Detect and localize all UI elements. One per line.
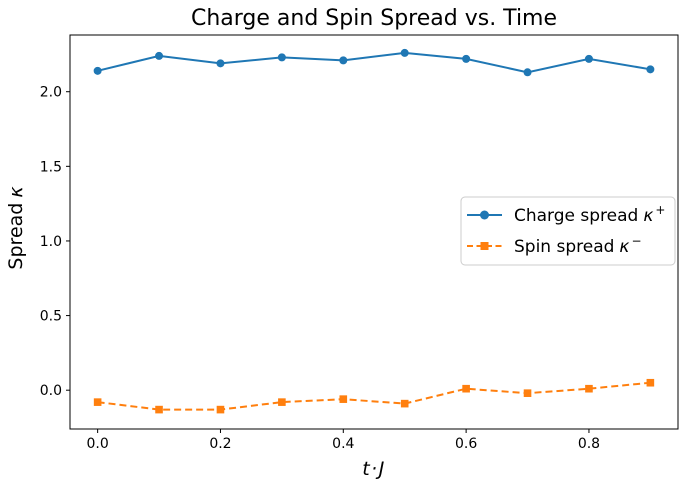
x-tick-label: 0.6 (455, 436, 477, 452)
series-marker-1 (155, 405, 163, 414)
y-axis-label-word: Spread (5, 203, 27, 270)
series-marker-1 (646, 378, 655, 387)
chart-generated-layer: 0.0 0.2 0.4 0.6 0.8 0.0 0.5 1.0 1.5 2.0 Charge spr… (40, 34, 679, 452)
legend-entry: Charge spread κ + (467, 203, 665, 226)
series-line-0 (97, 51, 651, 74)
series-marker-0 (584, 54, 593, 63)
series-marker-0 (646, 65, 655, 74)
series-marker-0 (339, 56, 348, 65)
y-axis-label: Spread κ (5, 186, 27, 270)
legend-frame (460, 196, 676, 266)
y-axis-label-kappa: κ (5, 186, 27, 198)
legend: Charge spread κ + Spin spread κ − (460, 196, 676, 266)
series-marker-1 (278, 398, 286, 406)
series-marker-0 (400, 48, 409, 57)
chart-title: Charge and Spin Spread vs. Time (191, 6, 557, 31)
x-tick-label: 0.2 (209, 436, 231, 452)
series-marker-0 (93, 66, 102, 75)
series-marker-0 (462, 54, 471, 63)
legend-label: Spin spread κ − (514, 234, 642, 257)
x-tick-label: 0.0 (87, 436, 109, 452)
y-tick-label: 1.0 (40, 234, 62, 250)
series-marker-1 (462, 384, 470, 393)
series-marker-0 (155, 51, 164, 60)
legend-sample-circle-marker-icon (480, 210, 489, 220)
series-marker-1 (523, 389, 532, 397)
legend-label: Charge spread κ + (514, 203, 665, 226)
legend-sample-square-marker-icon (480, 242, 489, 250)
x-axis-label: t·J (362, 458, 386, 480)
y-tick-label: 0.5 (40, 309, 62, 325)
series-marker-1 (339, 395, 348, 403)
series-line-1 (97, 381, 651, 411)
plot-border (69, 34, 679, 430)
y-tick-label: 1.5 (40, 159, 62, 175)
series-marker-0 (216, 59, 225, 68)
series-marker-0 (523, 68, 532, 77)
legend-entry: Spin spread κ − (467, 234, 642, 257)
series-marker-1 (400, 399, 409, 408)
series-marker-1 (585, 384, 593, 393)
x-tick-label: 0.4 (332, 436, 354, 452)
y-tick-label: 0.0 (40, 383, 62, 399)
series-marker-1 (93, 398, 102, 406)
y-tick-label: 2.0 (40, 85, 62, 101)
series-marker-0 (277, 53, 286, 62)
series-marker-1 (216, 405, 225, 414)
x-tick-label: 0.8 (578, 436, 600, 452)
